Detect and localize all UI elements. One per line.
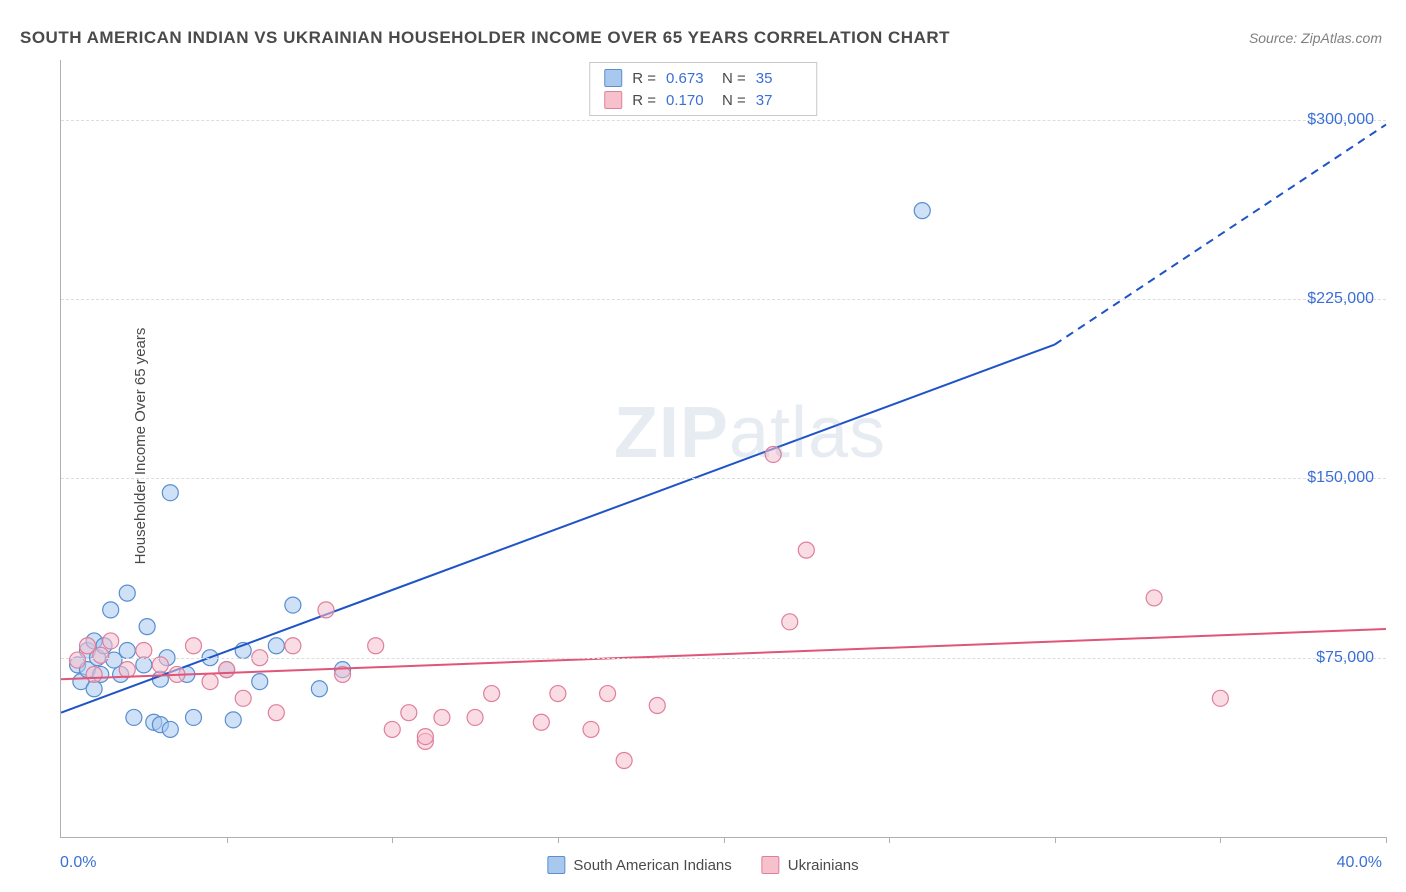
data-point [311, 681, 327, 697]
legend-swatch [762, 856, 780, 874]
data-point [86, 666, 102, 682]
y-tick-label: $300,000 [1307, 111, 1374, 129]
r-label: R = [632, 92, 656, 109]
data-point [417, 729, 433, 745]
data-point [152, 657, 168, 673]
correlation-legend-row: R = 0.673 N = 35 [604, 67, 802, 89]
data-point [285, 597, 301, 613]
data-point [583, 721, 599, 737]
data-point [119, 662, 135, 678]
data-point [649, 698, 665, 714]
data-point [268, 638, 284, 654]
x-tick [1220, 837, 1221, 843]
data-point [219, 662, 235, 678]
n-label: N = [722, 92, 746, 109]
regression-line-dashed [1055, 125, 1386, 345]
data-point [600, 686, 616, 702]
x-axis-max-label: 40.0% [1337, 854, 1382, 872]
chart-plot-area: ZIPatlas $75,000$150,000$225,000$300,000 [60, 60, 1386, 838]
data-point [318, 602, 334, 618]
data-point [136, 657, 152, 673]
data-point [162, 485, 178, 501]
data-point [186, 638, 202, 654]
x-tick [227, 837, 228, 843]
x-tick [1386, 837, 1387, 843]
data-point [126, 709, 142, 725]
data-point [80, 638, 96, 654]
legend-swatch [604, 69, 622, 87]
legend-label: South American Indians [573, 857, 731, 874]
x-tick [558, 837, 559, 843]
data-point [235, 690, 251, 706]
y-tick-label: $225,000 [1307, 290, 1374, 308]
scatter-svg [61, 60, 1386, 837]
data-point [368, 638, 384, 654]
n-value: 35 [756, 70, 802, 87]
data-point [119, 585, 135, 601]
data-point [484, 686, 500, 702]
x-tick [889, 837, 890, 843]
data-point [467, 709, 483, 725]
data-point [86, 681, 102, 697]
chart-title: SOUTH AMERICAN INDIAN VS UKRAINIAN HOUSE… [20, 28, 950, 48]
data-point [268, 705, 284, 721]
data-point [533, 714, 549, 730]
data-point [1146, 590, 1162, 606]
data-point [782, 614, 798, 630]
data-point [93, 647, 109, 663]
x-tick [1055, 837, 1056, 843]
bottom-legend: South American Indians Ukrainians [547, 856, 858, 874]
n-value: 37 [756, 92, 802, 109]
r-label: R = [632, 70, 656, 87]
gridline [61, 658, 1386, 659]
r-value: 0.673 [666, 70, 712, 87]
x-tick [724, 837, 725, 843]
data-point [384, 721, 400, 737]
source-attribution: Source: ZipAtlas.com [1249, 30, 1382, 46]
correlation-legend: R = 0.673 N = 35 R = 0.170 N = 37 [589, 62, 817, 116]
legend-item: South American Indians [547, 856, 731, 874]
data-point [162, 721, 178, 737]
legend-swatch [604, 91, 622, 109]
data-point [616, 752, 632, 768]
data-point [1212, 690, 1228, 706]
data-point [765, 446, 781, 462]
data-point [252, 674, 268, 690]
data-point [798, 542, 814, 558]
legend-swatch [547, 856, 565, 874]
gridline [61, 299, 1386, 300]
y-tick-label: $75,000 [1316, 649, 1374, 667]
x-tick [392, 837, 393, 843]
data-point [139, 619, 155, 635]
gridline [61, 478, 1386, 479]
correlation-legend-row: R = 0.170 N = 37 [604, 89, 802, 111]
r-value: 0.170 [666, 92, 712, 109]
data-point [914, 203, 930, 219]
data-point [136, 643, 152, 659]
data-point [550, 686, 566, 702]
data-point [103, 602, 119, 618]
data-point [225, 712, 241, 728]
legend-item: Ukrainians [762, 856, 859, 874]
legend-label: Ukrainians [788, 857, 859, 874]
x-axis-min-label: 0.0% [60, 854, 96, 872]
data-point [186, 709, 202, 725]
data-point [202, 674, 218, 690]
data-point [103, 633, 119, 649]
data-point [70, 652, 86, 668]
data-point [119, 643, 135, 659]
n-label: N = [722, 70, 746, 87]
y-tick-label: $150,000 [1307, 469, 1374, 487]
data-point [434, 709, 450, 725]
gridline [61, 120, 1386, 121]
data-point [285, 638, 301, 654]
data-point [401, 705, 417, 721]
